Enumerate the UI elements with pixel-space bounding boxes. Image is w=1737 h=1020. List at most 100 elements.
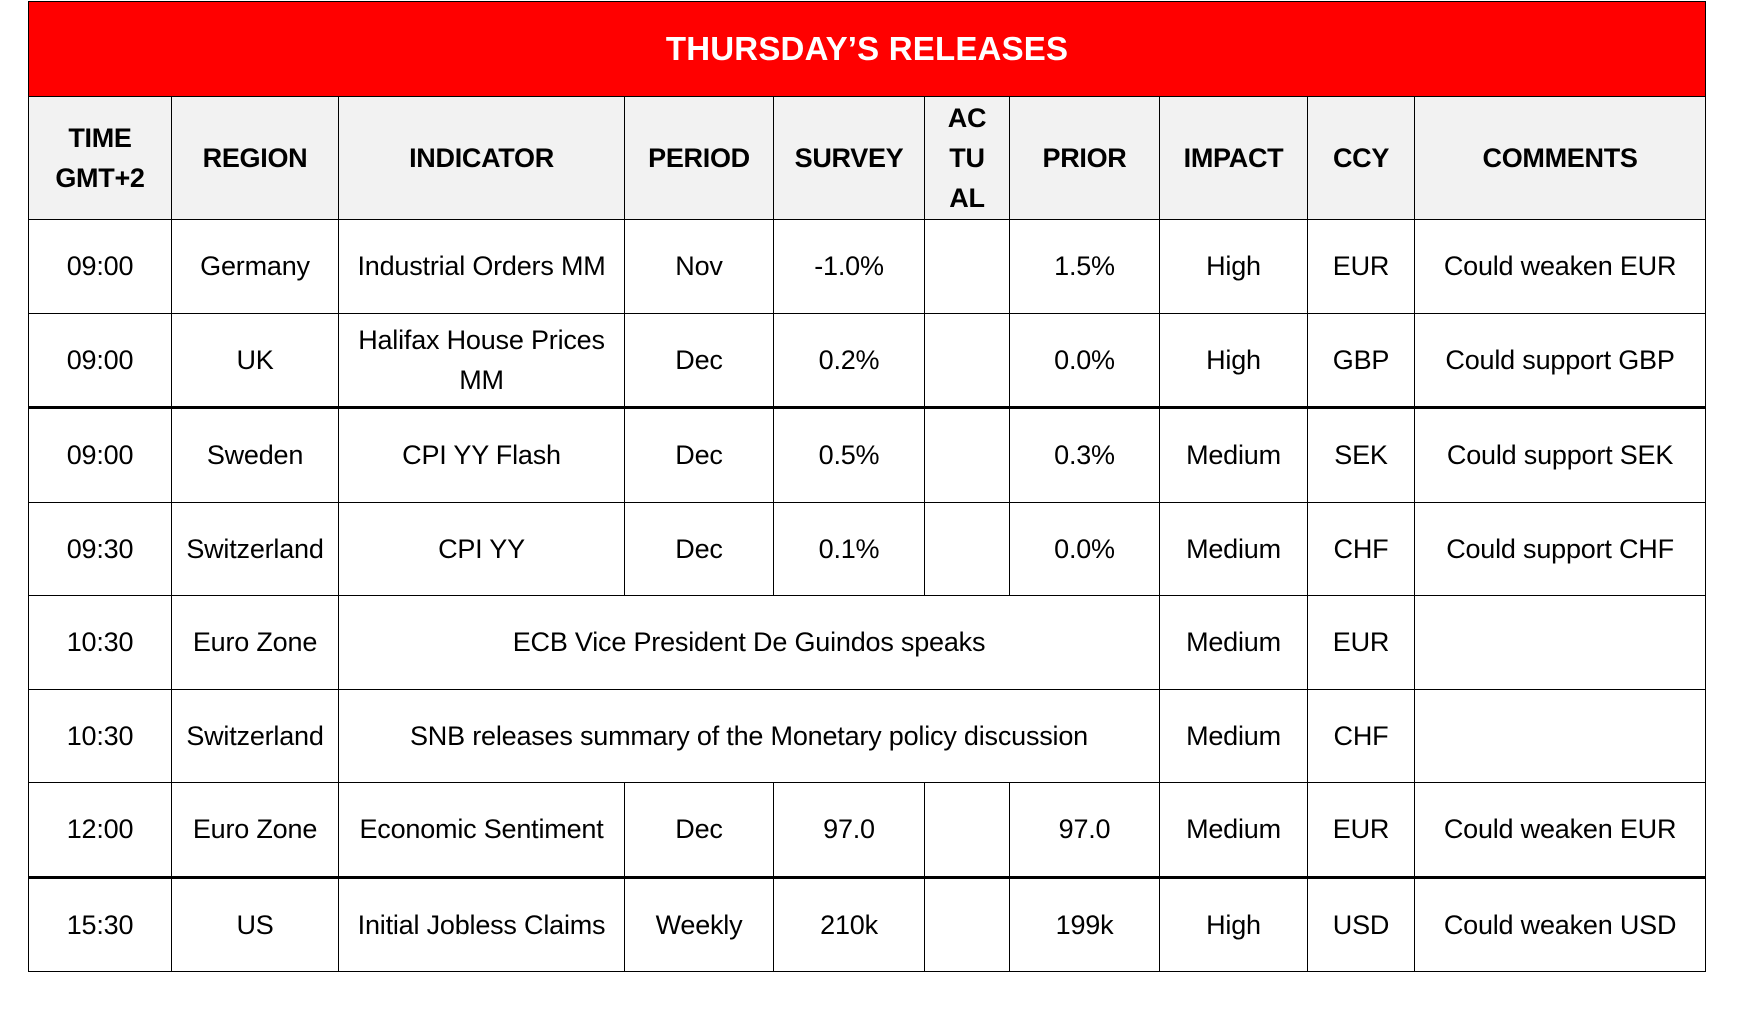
cell-comments: Could support CHF — [1413, 501, 1707, 596]
cell-impact: Medium — [1159, 595, 1308, 690]
column-header-comments: COMMENTS — [1413, 96, 1707, 220]
cell-ccy: SEK — [1307, 407, 1415, 503]
cell-indicator: Halifax House Prices MM — [338, 312, 625, 409]
column-header-time: TIME GMT+2 — [28, 96, 172, 220]
table-row: 10:30 Euro Zone ECB Vice President De Gu… — [28, 595, 1707, 690]
cell-actual — [924, 407, 1010, 503]
cell-actual — [924, 219, 1010, 314]
cell-prior: 0.3% — [1009, 407, 1160, 503]
column-header-ccy: CCY — [1307, 96, 1415, 220]
cell-region: Switzerland — [171, 501, 339, 596]
cell-impact: Medium — [1159, 782, 1308, 879]
cell-indicator: Initial Jobless Claims — [338, 876, 625, 972]
cell-actual — [924, 501, 1010, 596]
time-header-line2: GMT+2 — [55, 163, 145, 193]
cell-prior: 0.0% — [1009, 312, 1160, 409]
cell-prior: 0.0% — [1009, 501, 1160, 596]
cell-period: Weekly — [624, 876, 774, 972]
table-title: THURSDAY’S RELEASES — [27, 1, 1707, 97]
cell-comments: Could weaken EUR — [1413, 219, 1707, 314]
column-header-actual: AC TU AL — [924, 96, 1010, 220]
cell-actual — [924, 782, 1010, 879]
cell-comments: Could weaken EUR — [1413, 782, 1707, 879]
cell-ccy: CHF — [1307, 688, 1415, 783]
table-row: 09:00 Germany Industrial Orders MM Nov -… — [28, 219, 1707, 314]
cell-region: Euro Zone — [171, 595, 339, 690]
cell-comments: Could weaken USD — [1413, 876, 1707, 972]
column-header-impact: IMPACT — [1159, 96, 1308, 220]
cell-period: Dec — [624, 782, 774, 879]
column-header-region: REGION — [171, 96, 339, 220]
cell-survey: 210k — [773, 876, 925, 972]
cell-indicator: Economic Sentiment — [338, 782, 625, 879]
cell-prior: 1.5% — [1009, 219, 1160, 314]
title-banner-row: THURSDAY’S RELEASES — [27, 1, 1707, 97]
cell-region: Switzerland — [171, 688, 339, 783]
cell-comments — [1413, 688, 1707, 783]
column-header-survey: SURVEY — [773, 96, 925, 220]
releases-table: THURSDAY’S RELEASES TIME GMT+2 REGION IN… — [27, 1, 1707, 972]
actual-header-line1: AC — [947, 103, 987, 133]
cell-period: Dec — [624, 407, 774, 503]
actual-header-line2: TU — [949, 143, 985, 173]
cell-event: SNB releases summary of the Monetary pol… — [338, 688, 1160, 783]
cell-impact: High — [1159, 312, 1308, 409]
cell-actual — [924, 312, 1010, 409]
table-row: 09:30 Switzerland CPI YY Dec 0.1% 0.0% M… — [28, 501, 1707, 596]
cell-impact: Medium — [1159, 501, 1308, 596]
cell-survey: -1.0% — [773, 219, 925, 314]
table-row: 09:00 Sweden CPI YY Flash Dec 0.5% 0.3% … — [28, 407, 1707, 503]
column-header-period: PERIOD — [624, 96, 774, 220]
cell-region: US — [171, 876, 339, 972]
cell-survey: 97.0 — [773, 782, 925, 879]
cell-indicator: CPI YY Flash — [338, 407, 625, 503]
cell-ccy: CHF — [1307, 501, 1415, 596]
cell-comments: Could support GBP — [1413, 312, 1707, 409]
cell-time: 09:00 — [28, 407, 172, 503]
cell-time: 10:30 — [28, 595, 172, 690]
cell-region: Euro Zone — [171, 782, 339, 879]
cell-prior: 199k — [1009, 876, 1160, 972]
cell-event: ECB Vice President De Guindos speaks — [338, 595, 1160, 690]
cell-ccy: GBP — [1307, 312, 1415, 409]
cell-comments: Could support SEK — [1413, 407, 1707, 503]
time-header-line1: TIME — [68, 123, 132, 153]
cell-impact: Medium — [1159, 688, 1308, 783]
cell-survey: 0.2% — [773, 312, 925, 409]
cell-impact: High — [1159, 219, 1308, 314]
cell-period: Dec — [624, 501, 774, 596]
cell-survey: 0.1% — [773, 501, 925, 596]
cell-impact: Medium — [1159, 407, 1308, 503]
table-row: 15:30 US Initial Jobless Claims Weekly 2… — [28, 876, 1707, 972]
cell-period: Dec — [624, 312, 774, 409]
table-row: 12:00 Euro Zone Economic Sentiment Dec 9… — [28, 782, 1707, 879]
cell-survey: 0.5% — [773, 407, 925, 503]
cell-time: 10:30 — [28, 688, 172, 783]
column-header-row: TIME GMT+2 REGION INDICATOR PERIOD SURVE… — [28, 96, 1707, 220]
releases-table-container: THURSDAY’S RELEASES TIME GMT+2 REGION IN… — [27, 1, 1707, 972]
actual-header-line3: AL — [949, 183, 985, 213]
column-header-indicator: INDICATOR — [338, 96, 625, 220]
cell-comments — [1413, 595, 1707, 690]
cell-ccy: EUR — [1307, 782, 1415, 879]
cell-time: 09:00 — [28, 312, 172, 409]
cell-region: Germany — [171, 219, 339, 314]
cell-time: 09:30 — [28, 501, 172, 596]
table-row: 09:00 UK Halifax House Prices MM Dec 0.2… — [28, 312, 1707, 409]
cell-ccy: EUR — [1307, 595, 1415, 690]
column-header-prior: PRIOR — [1009, 96, 1160, 220]
cell-ccy: USD — [1307, 876, 1415, 972]
cell-region: UK — [171, 312, 339, 409]
cell-indicator: CPI YY — [338, 501, 625, 596]
cell-time: 09:00 — [28, 219, 172, 314]
cell-period: Nov — [624, 219, 774, 314]
table-row: 10:30 Switzerland SNB releases summary o… — [28, 688, 1707, 783]
cell-region: Sweden — [171, 407, 339, 503]
cell-indicator: Industrial Orders MM — [338, 219, 625, 314]
cell-time: 15:30 — [28, 876, 172, 972]
cell-ccy: EUR — [1307, 219, 1415, 314]
cell-prior: 97.0 — [1009, 782, 1160, 879]
cell-time: 12:00 — [28, 782, 172, 879]
cell-actual — [924, 876, 1010, 972]
cell-impact: High — [1159, 876, 1308, 972]
